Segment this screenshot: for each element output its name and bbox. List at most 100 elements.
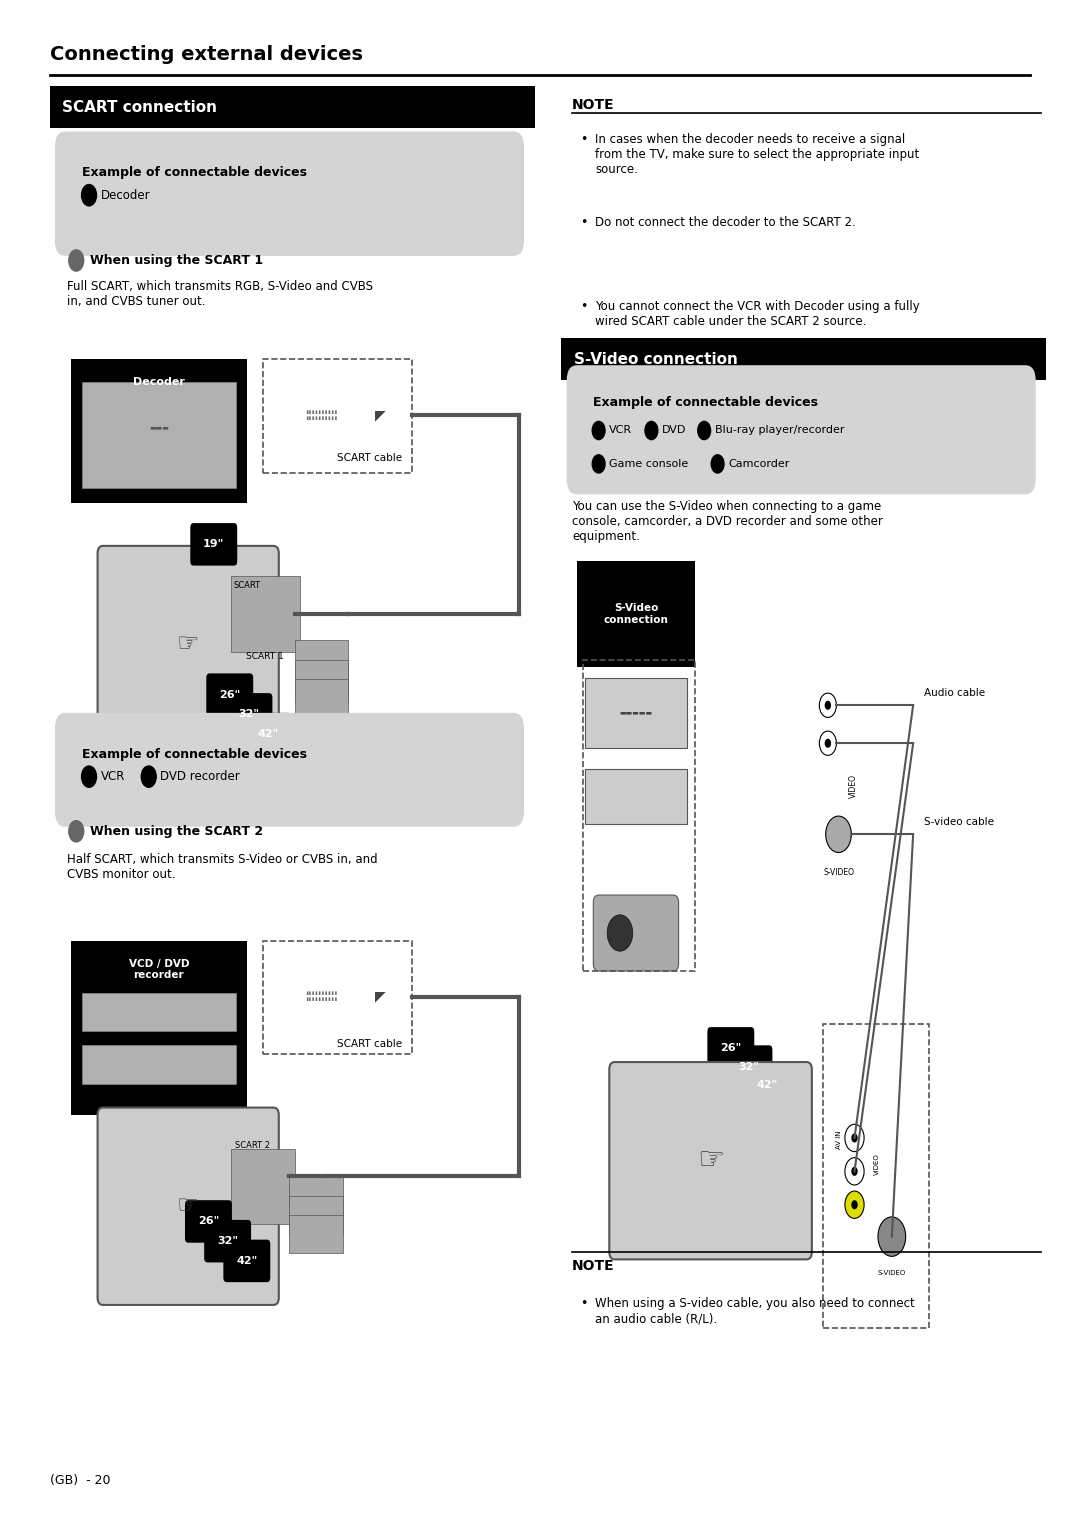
Circle shape <box>607 915 633 951</box>
FancyBboxPatch shape <box>82 993 237 1031</box>
Text: SCART cable: SCART cable <box>337 453 402 463</box>
FancyBboxPatch shape <box>707 1026 754 1069</box>
Text: NOTE: NOTE <box>572 98 615 112</box>
FancyBboxPatch shape <box>726 1045 772 1088</box>
Text: ▬▬▬: ▬▬▬ <box>149 424 170 430</box>
FancyBboxPatch shape <box>71 358 247 504</box>
FancyBboxPatch shape <box>82 1045 237 1083</box>
Text: ▬▬▬▬▬: ▬▬▬▬▬ <box>620 709 652 715</box>
Text: 42": 42" <box>257 729 279 738</box>
FancyBboxPatch shape <box>295 640 348 682</box>
Text: •: • <box>581 216 588 230</box>
FancyBboxPatch shape <box>224 1239 270 1282</box>
Text: S-video cable: S-video cable <box>923 817 994 827</box>
Text: Example of connectable devices: Example of connectable devices <box>593 395 819 409</box>
Text: ▮▮▮▮▮▮▮▮▮▮
▮▮▮▮▮▮▮▮▮▮: ▮▮▮▮▮▮▮▮▮▮ ▮▮▮▮▮▮▮▮▮▮ <box>306 411 338 421</box>
FancyBboxPatch shape <box>744 1063 791 1106</box>
Text: S-VIDEO: S-VIDEO <box>878 1270 906 1276</box>
Text: S-Video connection: S-Video connection <box>575 352 738 366</box>
Text: Blu-ray player/recorder: Blu-ray player/recorder <box>715 426 845 435</box>
Text: Decoder: Decoder <box>133 377 185 388</box>
FancyBboxPatch shape <box>295 660 348 702</box>
Circle shape <box>69 250 84 271</box>
Text: •: • <box>581 1298 588 1310</box>
Text: DVD recorder: DVD recorder <box>161 771 240 783</box>
Text: VCR: VCR <box>100 771 125 783</box>
Circle shape <box>878 1216 906 1256</box>
Circle shape <box>645 421 658 440</box>
FancyBboxPatch shape <box>584 679 687 748</box>
FancyBboxPatch shape <box>97 545 279 743</box>
Text: VIDEO: VIDEO <box>849 774 859 798</box>
Circle shape <box>825 700 831 709</box>
Text: •: • <box>581 300 588 313</box>
Text: Connecting external devices: Connecting external devices <box>50 44 363 64</box>
Text: ▮▮▮▮▮▮▮▮▮▮
▮▮▮▮▮▮▮▮▮▮: ▮▮▮▮▮▮▮▮▮▮ ▮▮▮▮▮▮▮▮▮▮ <box>306 991 338 1002</box>
FancyBboxPatch shape <box>609 1062 812 1259</box>
FancyBboxPatch shape <box>71 941 247 1115</box>
FancyBboxPatch shape <box>55 712 524 827</box>
Text: SCART 1: SCART 1 <box>246 653 284 662</box>
FancyBboxPatch shape <box>231 576 300 653</box>
Text: Camcorder: Camcorder <box>728 460 789 469</box>
Circle shape <box>826 817 851 852</box>
FancyBboxPatch shape <box>295 680 348 722</box>
Text: S-VIDEO: S-VIDEO <box>823 867 854 876</box>
FancyBboxPatch shape <box>593 895 678 971</box>
Text: When using the SCART 1: When using the SCART 1 <box>90 254 264 267</box>
Circle shape <box>851 1134 858 1143</box>
Text: NOTE: NOTE <box>572 1259 615 1273</box>
FancyBboxPatch shape <box>289 1177 342 1213</box>
Text: 26": 26" <box>198 1216 219 1227</box>
Circle shape <box>82 184 96 205</box>
Circle shape <box>825 738 831 748</box>
FancyBboxPatch shape <box>97 1108 279 1305</box>
Text: Half SCART, which transmits S-Video or CVBS in, and
CVBS monitor out.: Half SCART, which transmits S-Video or C… <box>67 852 377 881</box>
Text: ◤: ◤ <box>375 409 386 423</box>
FancyBboxPatch shape <box>578 561 694 668</box>
Text: VCR: VCR <box>609 426 633 435</box>
Text: Do not connect the decoder to the SCART 2.: Do not connect the decoder to the SCART … <box>595 216 856 230</box>
Text: You can use the S-Video when connecting to a game
console, camcorder, a DVD reco: You can use the S-Video when connecting … <box>572 501 882 544</box>
Text: When using a S-video cable, you also need to connect
an audio cable (R/L).: When using a S-video cable, you also nee… <box>595 1298 915 1325</box>
FancyBboxPatch shape <box>289 1195 342 1233</box>
Text: 26": 26" <box>219 689 241 700</box>
Text: Audio cable: Audio cable <box>923 688 985 697</box>
FancyBboxPatch shape <box>584 769 687 824</box>
Circle shape <box>820 731 836 755</box>
Circle shape <box>845 1124 864 1152</box>
Text: VIDEO: VIDEO <box>874 1154 880 1175</box>
Circle shape <box>845 1158 864 1184</box>
FancyBboxPatch shape <box>206 674 253 715</box>
FancyBboxPatch shape <box>204 1219 251 1262</box>
Text: ☞: ☞ <box>697 1146 725 1175</box>
Text: 26": 26" <box>720 1043 742 1054</box>
Text: 32": 32" <box>739 1062 759 1071</box>
Text: AV IN: AV IN <box>836 1131 841 1149</box>
Text: S-Video
connection: S-Video connection <box>604 604 669 625</box>
Text: In cases when the decoder needs to receive a signal
from the TV, make sure to se: In cases when the decoder needs to recei… <box>595 133 920 176</box>
Circle shape <box>712 455 724 473</box>
FancyBboxPatch shape <box>185 1200 232 1242</box>
Text: When using the SCART 2: When using the SCART 2 <box>90 824 264 838</box>
FancyBboxPatch shape <box>245 712 292 755</box>
Text: You cannot connect the VCR with Decoder using a fully
wired SCART cable under th: You cannot connect the VCR with Decoder … <box>595 300 920 328</box>
Text: SCART 2: SCART 2 <box>234 1141 270 1151</box>
FancyBboxPatch shape <box>567 365 1036 495</box>
Circle shape <box>851 1200 858 1209</box>
Text: ◤: ◤ <box>375 990 386 1003</box>
FancyBboxPatch shape <box>55 132 524 256</box>
Circle shape <box>698 421 711 440</box>
Text: Game console: Game console <box>609 460 689 469</box>
FancyBboxPatch shape <box>82 381 237 489</box>
FancyBboxPatch shape <box>226 692 272 735</box>
FancyBboxPatch shape <box>50 86 535 129</box>
Circle shape <box>592 455 605 473</box>
Text: 19": 19" <box>203 539 225 550</box>
Circle shape <box>851 1167 858 1177</box>
Text: DVD: DVD <box>662 426 687 435</box>
Circle shape <box>141 766 157 787</box>
FancyBboxPatch shape <box>562 339 1047 380</box>
Text: SCART cable: SCART cable <box>337 1039 402 1049</box>
Text: Example of connectable devices: Example of connectable devices <box>82 748 307 761</box>
